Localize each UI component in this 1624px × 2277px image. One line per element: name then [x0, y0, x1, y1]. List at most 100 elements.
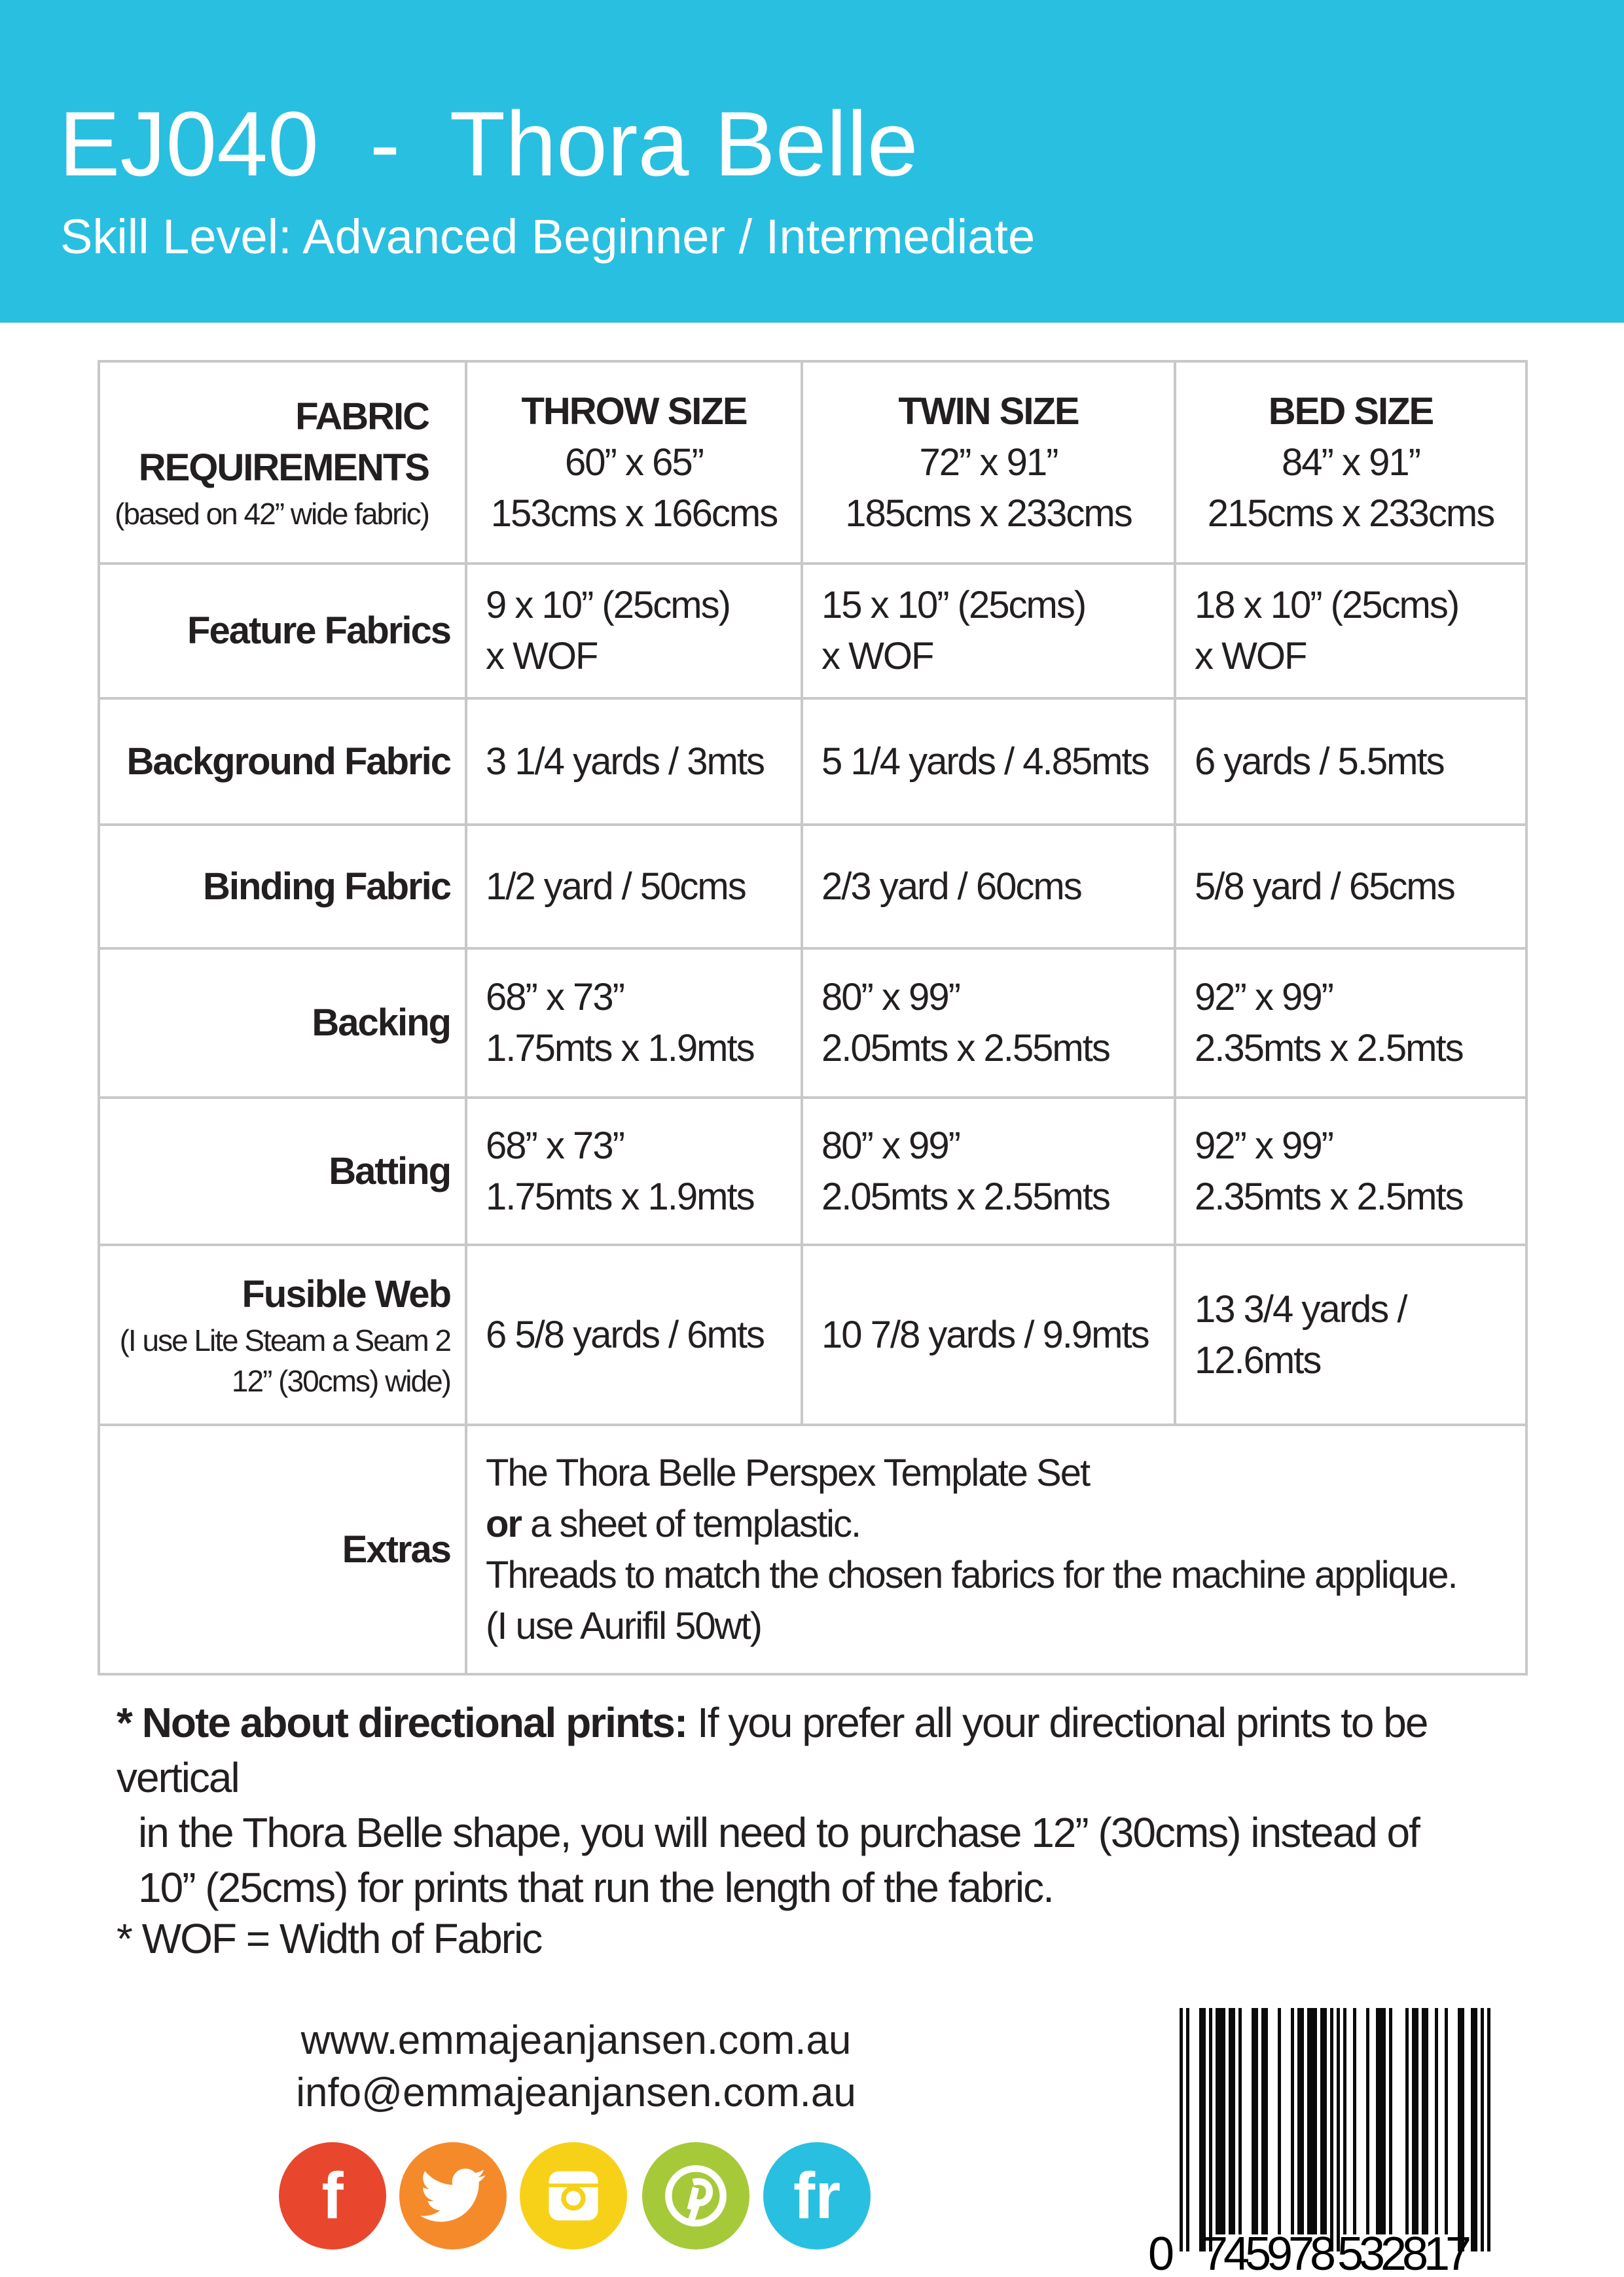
barcode-bar — [1471, 2008, 1474, 2251]
table-cell: 13 3/4 yards /12.6mts — [1174, 1244, 1528, 1426]
barcode-bar — [1337, 2008, 1340, 2251]
barcode-digits: 0 — [1148, 2228, 1174, 2277]
barcode-bar — [1238, 2008, 1242, 2234]
directional-prints-note: * Note about directional prints: If you … — [117, 1699, 1428, 1911]
barcode-bar — [1186, 2008, 1189, 2251]
barcode-bar — [1297, 2008, 1301, 2234]
barcode-bar — [1202, 2008, 1206, 2251]
barcode-bar — [1422, 2008, 1425, 2234]
barcode-bar — [1343, 2008, 1346, 2234]
barcode-bar — [1232, 2008, 1235, 2234]
barcode-bar — [1382, 2008, 1386, 2234]
barcode-bar — [1474, 2008, 1477, 2251]
corner-note: (based on 42” wide fabric) — [115, 496, 430, 531]
barcode-bar — [1222, 2008, 1225, 2234]
barcode: 0 745978 532817 — [1148, 2008, 1490, 2277]
table-cell: 10 7/8 yards / 9.9mts — [801, 1244, 1176, 1426]
extras-cell: The Thora Belle Perspex Template Set or … — [465, 1424, 1528, 1676]
table-cell: 6 5/8 yards / 6mts — [465, 1244, 803, 1426]
table-cell: 2/3 yard / 60cms — [801, 823, 1176, 950]
barcode-digits: 745978 — [1202, 2228, 1336, 2277]
table-row: Background Fabric 3 1/4 yards / 3mts 5 1/4… — [98, 697, 1528, 826]
barcode-bar — [1307, 2008, 1310, 2234]
website-link[interactable]: www.emmajeanjansen.com.au — [300, 2018, 852, 2063]
barcode-bar — [1278, 2008, 1281, 2234]
barcode-bar — [1487, 2008, 1490, 2251]
barcode-bar — [1458, 2008, 1461, 2251]
barcode-bar — [1314, 2008, 1317, 2234]
barcode-digits: 532817 — [1337, 2228, 1471, 2277]
barcode-bar — [1405, 2008, 1409, 2234]
table-row: Fusible Web (I use Lite Steam a Seam 2 12”… — [98, 1244, 1528, 1426]
corner-cell: FABRIC REQUIREMENTS (based on 42” wide f… — [98, 360, 467, 565]
facebook-icon[interactable]: f — [279, 2142, 386, 2250]
barcode-bar — [1216, 2008, 1219, 2234]
table-row: Backing 68” x 73” 1.75mts x 1.9mts 80” x 99… — [98, 947, 1528, 1099]
wof-note: * WOF = Width of Fabric — [117, 1915, 543, 1962]
table-row: Binding Fabric 1/2 yard / 50cms 2/3 yard /… — [98, 823, 1528, 950]
barcode-bar — [1301, 2008, 1304, 2234]
barcode-bar — [1330, 2008, 1333, 2251]
barcode-bar — [1461, 2008, 1464, 2251]
row-label: Background Fabric — [98, 697, 467, 826]
barcode-bar — [1415, 2008, 1418, 2234]
barcode-bar — [1376, 2008, 1379, 2234]
flickr-icon[interactable]: fr — [763, 2142, 871, 2250]
header-banner: EJ040 - Thora Belle Skill Level: Advance… — [0, 0, 1624, 323]
table-cell: 3 1/4 yards / 3mts — [465, 697, 803, 826]
table-cell: 92” x 99” 2.35mts x 2.5mts — [1174, 947, 1528, 1099]
barcode-bar — [1324, 2008, 1327, 2234]
barcode-bar — [1209, 2008, 1212, 2251]
barcode-bar — [1481, 2008, 1484, 2251]
barcode-bar — [1445, 2008, 1448, 2234]
row-label: Feature Fabrics — [98, 562, 467, 700]
barcode-bar — [1389, 2008, 1392, 2234]
barcode-bar — [1435, 2008, 1438, 2234]
row-label: Batting — [98, 1096, 467, 1246]
barcode-bar — [1353, 2008, 1356, 2234]
barcode-bar — [1310, 2008, 1314, 2234]
table-cell: 68” x 73” 1.75mts x 1.9mts — [465, 947, 803, 1099]
column-header-twin: TWIN SIZE 72” x 91” 185cms x 233cms — [801, 360, 1176, 565]
barcode-bar — [1180, 2008, 1183, 2251]
instagram-icon[interactable] — [520, 2142, 627, 2250]
table-header-row: FABRIC REQUIREMENTS (based on 42” wide f… — [98, 360, 1528, 565]
column-header-bed: BED SIZE 84” x 91” 215cms x 233cms — [1174, 360, 1528, 565]
table-cell: 18 x 10” (25cms) x WOF — [1174, 562, 1528, 700]
table-cell: 15 x 10” (25cms) x WOF — [801, 562, 1176, 700]
table-cell: 80” x 99” 2.05mts x 2.55mts — [801, 1096, 1176, 1246]
table-cell: 1/2 yard / 50cms — [465, 823, 803, 950]
fabric-requirements-table: FABRIC REQUIREMENTS (based on 42” wide f… — [98, 360, 1528, 1676]
barcode-bar — [1219, 2008, 1222, 2234]
table-cell: 6 yards / 5.5mts — [1174, 697, 1528, 826]
barcode-bar — [1291, 2008, 1294, 2234]
table-cell: 9 x 10” (25cms) x WOF — [465, 562, 803, 700]
corner-line1: FABRIC — [295, 395, 430, 438]
barcode-bar — [1425, 2008, 1428, 2234]
table-row-extras: Extras The Thora Belle Perspex Template … — [98, 1424, 1528, 1676]
table-row: Feature Fabrics 9 x 10” (25cms) x WOF 15 x … — [98, 562, 1528, 700]
barcode-bar — [1366, 2008, 1369, 2234]
barcode-bar — [1261, 2008, 1265, 2234]
row-label: Fusible Web (I use Lite Steam a Seam 2 12”… — [98, 1244, 467, 1426]
table-cell: 68” x 73” 1.75mts x 1.9mts — [465, 1096, 803, 1246]
column-header-throw: THROW SIZE 60” x 65” 153cms x 166cms — [465, 360, 803, 565]
email-link[interactable]: info@emmajeanjansen.com.au — [296, 2070, 856, 2115]
barcode-bar — [1265, 2008, 1268, 2234]
barcode-bar — [1199, 2008, 1202, 2251]
table-cell: 5/8 yard / 65cms — [1174, 823, 1528, 950]
contact-links: www.emmajeanjansen.com.au info@emmajeanj… — [249, 2015, 903, 2119]
barcode-bar — [1379, 2008, 1382, 2234]
row-label: Extras — [98, 1424, 467, 1676]
table-row: Batting 68” x 73” 1.75mts x 1.9mts 80” x 99… — [98, 1096, 1528, 1246]
pattern-title: EJ040 - Thora Belle — [59, 92, 918, 195]
corner-line2: REQUIREMENTS — [138, 446, 430, 489]
row-label: Binding Fabric — [98, 823, 467, 950]
table-cell: 80” x 99” 2.05mts x 2.55mts — [801, 947, 1176, 1099]
barcode-bar — [1252, 2008, 1255, 2234]
barcode-bar — [1255, 2008, 1258, 2234]
pinterest-icon[interactable] — [642, 2142, 749, 2250]
twitter-icon[interactable] — [399, 2142, 507, 2250]
barcode-bar — [1320, 2008, 1324, 2234]
skill-level: Skill Level: Advanced Beginner / Interme… — [60, 209, 1036, 264]
